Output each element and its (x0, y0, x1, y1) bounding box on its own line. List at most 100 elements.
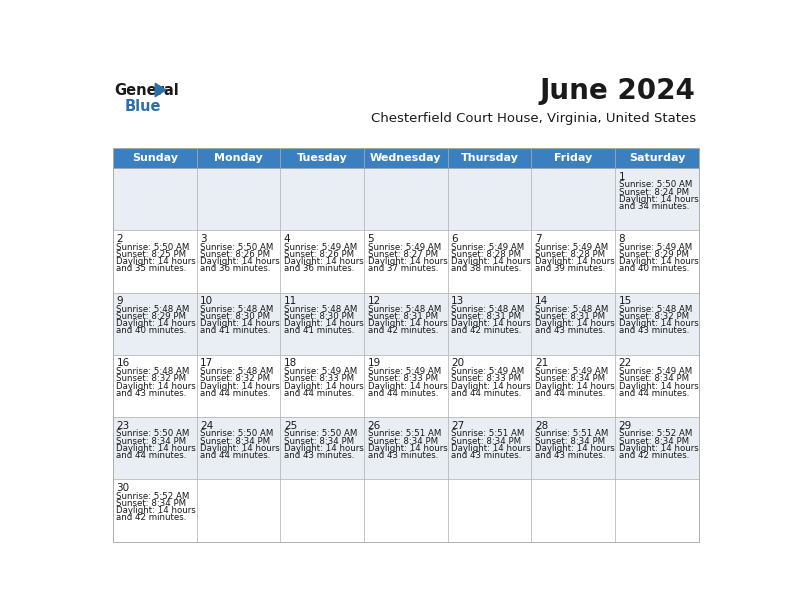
Text: and 34 minutes.: and 34 minutes. (619, 202, 689, 211)
Bar (280, 230, 364, 293)
Bar (280, 168, 364, 230)
Text: Sunrise: 5:48 AM: Sunrise: 5:48 AM (367, 305, 441, 314)
Text: and 43 minutes.: and 43 minutes. (116, 389, 187, 398)
Text: 1: 1 (619, 171, 625, 182)
Text: Sunrise: 5:48 AM: Sunrise: 5:48 AM (619, 305, 692, 314)
Text: Daylight: 14 hours: Daylight: 14 hours (535, 444, 615, 453)
Bar (531, 230, 615, 293)
Bar (196, 148, 280, 168)
Text: Thursday: Thursday (461, 153, 519, 163)
Text: 13: 13 (451, 296, 464, 306)
Text: and 42 minutes.: and 42 minutes. (451, 326, 522, 335)
Text: Sunrise: 5:48 AM: Sunrise: 5:48 AM (200, 367, 273, 376)
Text: 4: 4 (284, 234, 291, 244)
Text: Sunset: 8:30 PM: Sunset: 8:30 PM (200, 312, 270, 321)
Text: Sunset: 8:33 PM: Sunset: 8:33 PM (451, 375, 521, 383)
Text: Sunset: 8:29 PM: Sunset: 8:29 PM (619, 250, 688, 259)
Text: Daylight: 14 hours: Daylight: 14 hours (451, 444, 531, 453)
Bar (280, 293, 364, 355)
Text: Daylight: 14 hours: Daylight: 14 hours (535, 319, 615, 328)
Bar (531, 355, 615, 417)
Text: Daylight: 14 hours: Daylight: 14 hours (535, 381, 615, 390)
Bar (280, 479, 364, 542)
Text: Daylight: 14 hours: Daylight: 14 hours (619, 195, 699, 204)
Text: 25: 25 (284, 420, 297, 431)
Text: 15: 15 (619, 296, 632, 306)
Text: Daylight: 14 hours: Daylight: 14 hours (284, 257, 364, 266)
Text: 7: 7 (535, 234, 542, 244)
Text: Daylight: 14 hours: Daylight: 14 hours (200, 381, 280, 390)
Text: and 36 minutes.: and 36 minutes. (284, 264, 354, 273)
Text: and 44 minutes.: and 44 minutes. (535, 389, 605, 398)
Text: Daylight: 14 hours: Daylight: 14 hours (619, 319, 699, 328)
Text: Sunrise: 5:49 AM: Sunrise: 5:49 AM (619, 243, 692, 252)
Bar (531, 293, 615, 355)
Text: and 41 minutes.: and 41 minutes. (200, 326, 271, 335)
Text: Monday: Monday (214, 153, 263, 163)
Bar (447, 293, 531, 355)
Text: Sunset: 8:34 PM: Sunset: 8:34 PM (367, 436, 438, 446)
Text: 30: 30 (116, 483, 130, 493)
Text: Sunrise: 5:50 AM: Sunrise: 5:50 AM (200, 430, 273, 438)
Text: and 43 minutes.: and 43 minutes. (619, 326, 689, 335)
Text: and 42 minutes.: and 42 minutes. (367, 326, 438, 335)
Text: and 42 minutes.: and 42 minutes. (116, 513, 187, 522)
Text: Friday: Friday (554, 153, 592, 163)
Bar (113, 293, 196, 355)
Bar (447, 417, 531, 479)
Text: and 44 minutes.: and 44 minutes. (367, 389, 438, 398)
Text: Sunset: 8:33 PM: Sunset: 8:33 PM (284, 375, 354, 383)
Bar (196, 355, 280, 417)
Text: Sunrise: 5:49 AM: Sunrise: 5:49 AM (367, 243, 441, 252)
Text: Sunset: 8:32 PM: Sunset: 8:32 PM (619, 312, 689, 321)
Text: 29: 29 (619, 420, 632, 431)
Text: Daylight: 14 hours: Daylight: 14 hours (116, 506, 196, 515)
Text: Sunset: 8:31 PM: Sunset: 8:31 PM (535, 312, 605, 321)
Text: Daylight: 14 hours: Daylight: 14 hours (535, 257, 615, 266)
Text: and 37 minutes.: and 37 minutes. (367, 264, 438, 273)
Text: 3: 3 (200, 234, 207, 244)
Text: and 40 minutes.: and 40 minutes. (619, 264, 689, 273)
Bar (113, 148, 196, 168)
Text: and 44 minutes.: and 44 minutes. (284, 389, 354, 398)
Text: Sunset: 8:26 PM: Sunset: 8:26 PM (200, 250, 270, 259)
Text: and 44 minutes.: and 44 minutes. (451, 389, 522, 398)
Text: and 40 minutes.: and 40 minutes. (116, 326, 187, 335)
Text: Daylight: 14 hours: Daylight: 14 hours (116, 319, 196, 328)
Text: and 43 minutes.: and 43 minutes. (367, 451, 438, 460)
Text: Daylight: 14 hours: Daylight: 14 hours (284, 381, 364, 390)
Text: Sunrise: 5:49 AM: Sunrise: 5:49 AM (451, 243, 524, 252)
Text: Sunset: 8:24 PM: Sunset: 8:24 PM (619, 188, 689, 196)
Text: Saturday: Saturday (629, 153, 685, 163)
Text: Sunrise: 5:50 AM: Sunrise: 5:50 AM (116, 430, 190, 438)
Text: Sunset: 8:33 PM: Sunset: 8:33 PM (367, 375, 438, 383)
Text: Daylight: 14 hours: Daylight: 14 hours (619, 381, 699, 390)
Text: Daylight: 14 hours: Daylight: 14 hours (367, 381, 447, 390)
Text: Sunset: 8:31 PM: Sunset: 8:31 PM (451, 312, 521, 321)
Text: Sunset: 8:26 PM: Sunset: 8:26 PM (284, 250, 354, 259)
Text: Sunset: 8:34 PM: Sunset: 8:34 PM (619, 436, 689, 446)
Text: and 36 minutes.: and 36 minutes. (200, 264, 271, 273)
Text: and 38 minutes.: and 38 minutes. (451, 264, 522, 273)
Text: 10: 10 (200, 296, 213, 306)
Polygon shape (155, 83, 166, 97)
Text: Sunset: 8:34 PM: Sunset: 8:34 PM (116, 499, 187, 508)
Bar (196, 417, 280, 479)
Text: Sunrise: 5:50 AM: Sunrise: 5:50 AM (200, 243, 273, 252)
Text: Sunrise: 5:50 AM: Sunrise: 5:50 AM (116, 243, 190, 252)
Text: Daylight: 14 hours: Daylight: 14 hours (451, 381, 531, 390)
Text: 8: 8 (619, 234, 625, 244)
Text: Sunrise: 5:51 AM: Sunrise: 5:51 AM (535, 430, 608, 438)
Bar (280, 355, 364, 417)
Text: and 42 minutes.: and 42 minutes. (619, 451, 689, 460)
Text: Daylight: 14 hours: Daylight: 14 hours (116, 257, 196, 266)
Text: Daylight: 14 hours: Daylight: 14 hours (200, 444, 280, 453)
Bar (531, 417, 615, 479)
Text: Sunset: 8:34 PM: Sunset: 8:34 PM (535, 375, 605, 383)
Bar (364, 417, 447, 479)
Bar (364, 293, 447, 355)
Bar (113, 230, 196, 293)
Bar (531, 479, 615, 542)
Text: 26: 26 (367, 420, 381, 431)
Text: 23: 23 (116, 420, 130, 431)
